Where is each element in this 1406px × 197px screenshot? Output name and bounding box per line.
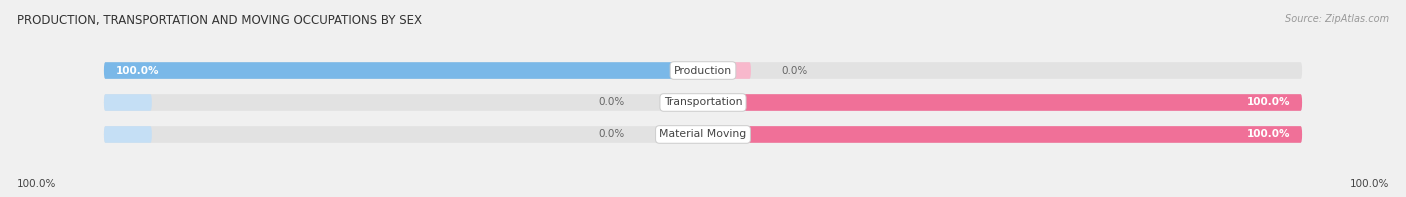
Text: 0.0%: 0.0%	[599, 98, 626, 108]
Text: 0.0%: 0.0%	[780, 66, 807, 75]
Text: Transportation: Transportation	[664, 98, 742, 108]
FancyBboxPatch shape	[104, 94, 152, 111]
Text: 100.0%: 100.0%	[17, 179, 56, 189]
FancyBboxPatch shape	[703, 94, 1302, 111]
Text: Material Moving: Material Moving	[659, 129, 747, 139]
FancyBboxPatch shape	[104, 94, 1302, 111]
Text: 100.0%: 100.0%	[1247, 129, 1291, 139]
Text: PRODUCTION, TRANSPORTATION AND MOVING OCCUPATIONS BY SEX: PRODUCTION, TRANSPORTATION AND MOVING OC…	[17, 14, 422, 27]
FancyBboxPatch shape	[104, 62, 703, 79]
FancyBboxPatch shape	[703, 126, 1302, 143]
FancyBboxPatch shape	[703, 62, 751, 79]
Text: Source: ZipAtlas.com: Source: ZipAtlas.com	[1285, 14, 1389, 24]
Text: Production: Production	[673, 66, 733, 75]
Text: 100.0%: 100.0%	[1350, 179, 1389, 189]
FancyBboxPatch shape	[104, 126, 1302, 143]
FancyBboxPatch shape	[104, 126, 152, 143]
Text: 100.0%: 100.0%	[115, 66, 159, 75]
FancyBboxPatch shape	[104, 62, 1302, 79]
Text: 0.0%: 0.0%	[599, 129, 626, 139]
Text: 100.0%: 100.0%	[1247, 98, 1291, 108]
